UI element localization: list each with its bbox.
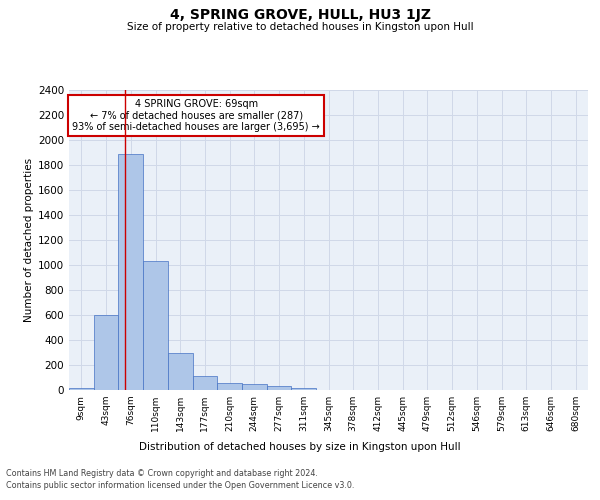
Text: 4 SPRING GROVE: 69sqm
← 7% of detached houses are smaller (287)
93% of semi-deta: 4 SPRING GROVE: 69sqm ← 7% of detached h…: [72, 99, 320, 132]
Text: 4, SPRING GROVE, HULL, HU3 1JZ: 4, SPRING GROVE, HULL, HU3 1JZ: [170, 8, 431, 22]
Bar: [193, 376, 217, 390]
Bar: [118, 154, 143, 390]
Bar: [242, 384, 267, 390]
Text: Distribution of detached houses by size in Kingston upon Hull: Distribution of detached houses by size …: [139, 442, 461, 452]
Bar: [292, 388, 316, 390]
Bar: [267, 386, 292, 390]
Bar: [217, 383, 242, 390]
Text: Size of property relative to detached houses in Kingston upon Hull: Size of property relative to detached ho…: [127, 22, 473, 32]
Bar: [94, 315, 118, 390]
Bar: [143, 260, 168, 390]
Text: Contains public sector information licensed under the Open Government Licence v3: Contains public sector information licen…: [6, 481, 355, 490]
Text: Contains HM Land Registry data © Crown copyright and database right 2024.: Contains HM Land Registry data © Crown c…: [6, 468, 318, 477]
Bar: [69, 388, 94, 390]
Bar: [168, 353, 193, 390]
Y-axis label: Number of detached properties: Number of detached properties: [24, 158, 34, 322]
